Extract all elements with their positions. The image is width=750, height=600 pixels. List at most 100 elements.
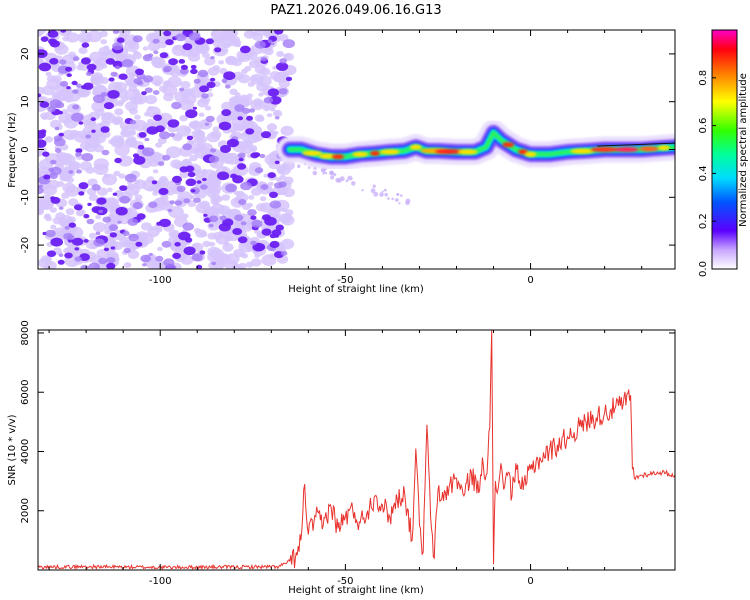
noise-speckle-light [220,152,236,164]
noise-speckle-light [214,195,223,203]
noise-speckle-light [266,123,277,132]
colorbar-tick-label: 0.6 [698,118,709,134]
noise-speckle-dark [264,216,277,226]
noise-speckle-light [188,121,199,129]
noise-speckle-light [218,60,225,65]
noise-speckle-dark [64,252,73,259]
noise-speckle-light [124,183,140,196]
noise-speckle-dark [261,131,271,139]
noise-speckle-light [153,80,162,87]
noise-speckle-dark [123,247,131,254]
noise-speckle-light [44,136,53,143]
noise-speckle-dark [58,206,64,210]
noise-speckle-dark [80,264,89,269]
colorbar-tick-label: 0.0 [698,261,709,277]
noise-speckle-dark [38,93,42,98]
noise-speckle-dark [91,184,101,191]
noise-speckle-dark [78,191,85,196]
noise-speckle-dark [71,237,84,246]
snr-x-axis-title: Height of straight line (km) [288,585,424,596]
noise-speckle-light [68,198,79,207]
spectrogram-x-axis-title: Height of straight line (km) [288,284,424,295]
noise-speckle-dark [261,228,272,236]
noise-speckle-dark [196,180,202,184]
trailing-speckle [350,177,353,180]
noise-speckle-light [106,187,113,193]
noise-speckle-light [249,73,264,85]
noise-speckle-dark [106,262,116,269]
ridge-hotspot [379,149,400,155]
noise-speckle-dark [59,80,69,87]
noise-speckle-dark [59,59,67,65]
noise-speckle-dark [118,73,128,80]
noise-speckle-dark [129,119,137,125]
noise-speckle-dark [140,254,152,263]
noise-speckle-light [168,206,184,219]
noise-speckle-light [65,208,75,216]
noise-speckle-dark [253,152,261,158]
noise-speckle-light [265,187,274,194]
noise-speckle-light [119,236,132,247]
y-tick-label: 20 [20,48,31,61]
noise-speckle-light [174,133,182,140]
noise-speckle-light [38,31,43,37]
noise-speckle-dark [108,77,115,82]
noise-speckle-dark [147,53,154,58]
noise-speckle-dark [128,233,139,242]
noise-speckle-dark [85,71,92,76]
noise-speckle-dark [159,131,171,140]
trailing-speckle [370,188,376,194]
noise-speckle-light [88,232,98,239]
noise-speckle-light [118,173,126,179]
figure-title: PAZ1.2026.049.06.16.G13 [270,3,441,18]
noise-speckle-light [215,253,231,265]
noise-speckle-light [239,96,253,107]
noise-speckle-dark [54,126,60,131]
noise-speckle-light [124,138,138,148]
noise-speckle-dark [197,69,209,78]
noise-speckle-light [100,39,108,45]
noise-speckle-dark [274,160,280,165]
noise-speckle-light [222,243,234,252]
snr-series-line [38,330,675,570]
trailing-speckle [324,171,328,175]
noise-speckle-light [262,105,271,112]
noise-speckle-dark [241,107,251,114]
noise-speckle-dark [278,181,287,188]
y-tick-label: -20 [20,237,31,253]
noise-speckle-dark [182,143,192,151]
y-tick-label: 8000 [20,320,31,345]
noise-speckle-dark [214,47,222,53]
noise-speckle-dark [159,218,171,228]
noise-speckle-dark [121,59,134,68]
noise-speckle-dark [282,39,295,49]
noise-speckle-light [263,47,274,56]
noise-speckle-light [183,126,191,132]
noise-speckle-light [187,52,201,62]
noise-speckle-dark [200,184,208,190]
noise-speckle-light [173,45,181,51]
noise-speckle-dark [137,144,145,150]
noise-speckle-light [206,190,216,198]
x-tick-label: -100 [149,275,172,286]
ridge-hotspot [639,146,660,152]
noise-speckle-dark [71,80,78,86]
noise-speckle-light [45,71,52,77]
noise-speckle-dark [247,209,257,216]
ridge-hotspot [409,144,422,150]
noise-speckle-light [169,68,181,78]
noise-speckle-light [93,158,110,171]
noise-speckle-light [237,142,247,150]
noise-speckle-dark [85,134,91,139]
noise-speckle-light [138,232,154,245]
noise-speckle-dark [133,78,143,85]
noise-speckle-dark [50,237,63,247]
noise-speckle-light [237,74,251,84]
noise-speckle-dark [263,96,274,104]
noise-speckle-light [140,222,152,231]
noise-speckle-dark [146,126,159,135]
noise-speckle-dark [267,172,276,179]
noise-speckle-dark [127,218,139,226]
trailing-speckle [379,192,384,197]
noise-speckle-dark [86,218,95,225]
